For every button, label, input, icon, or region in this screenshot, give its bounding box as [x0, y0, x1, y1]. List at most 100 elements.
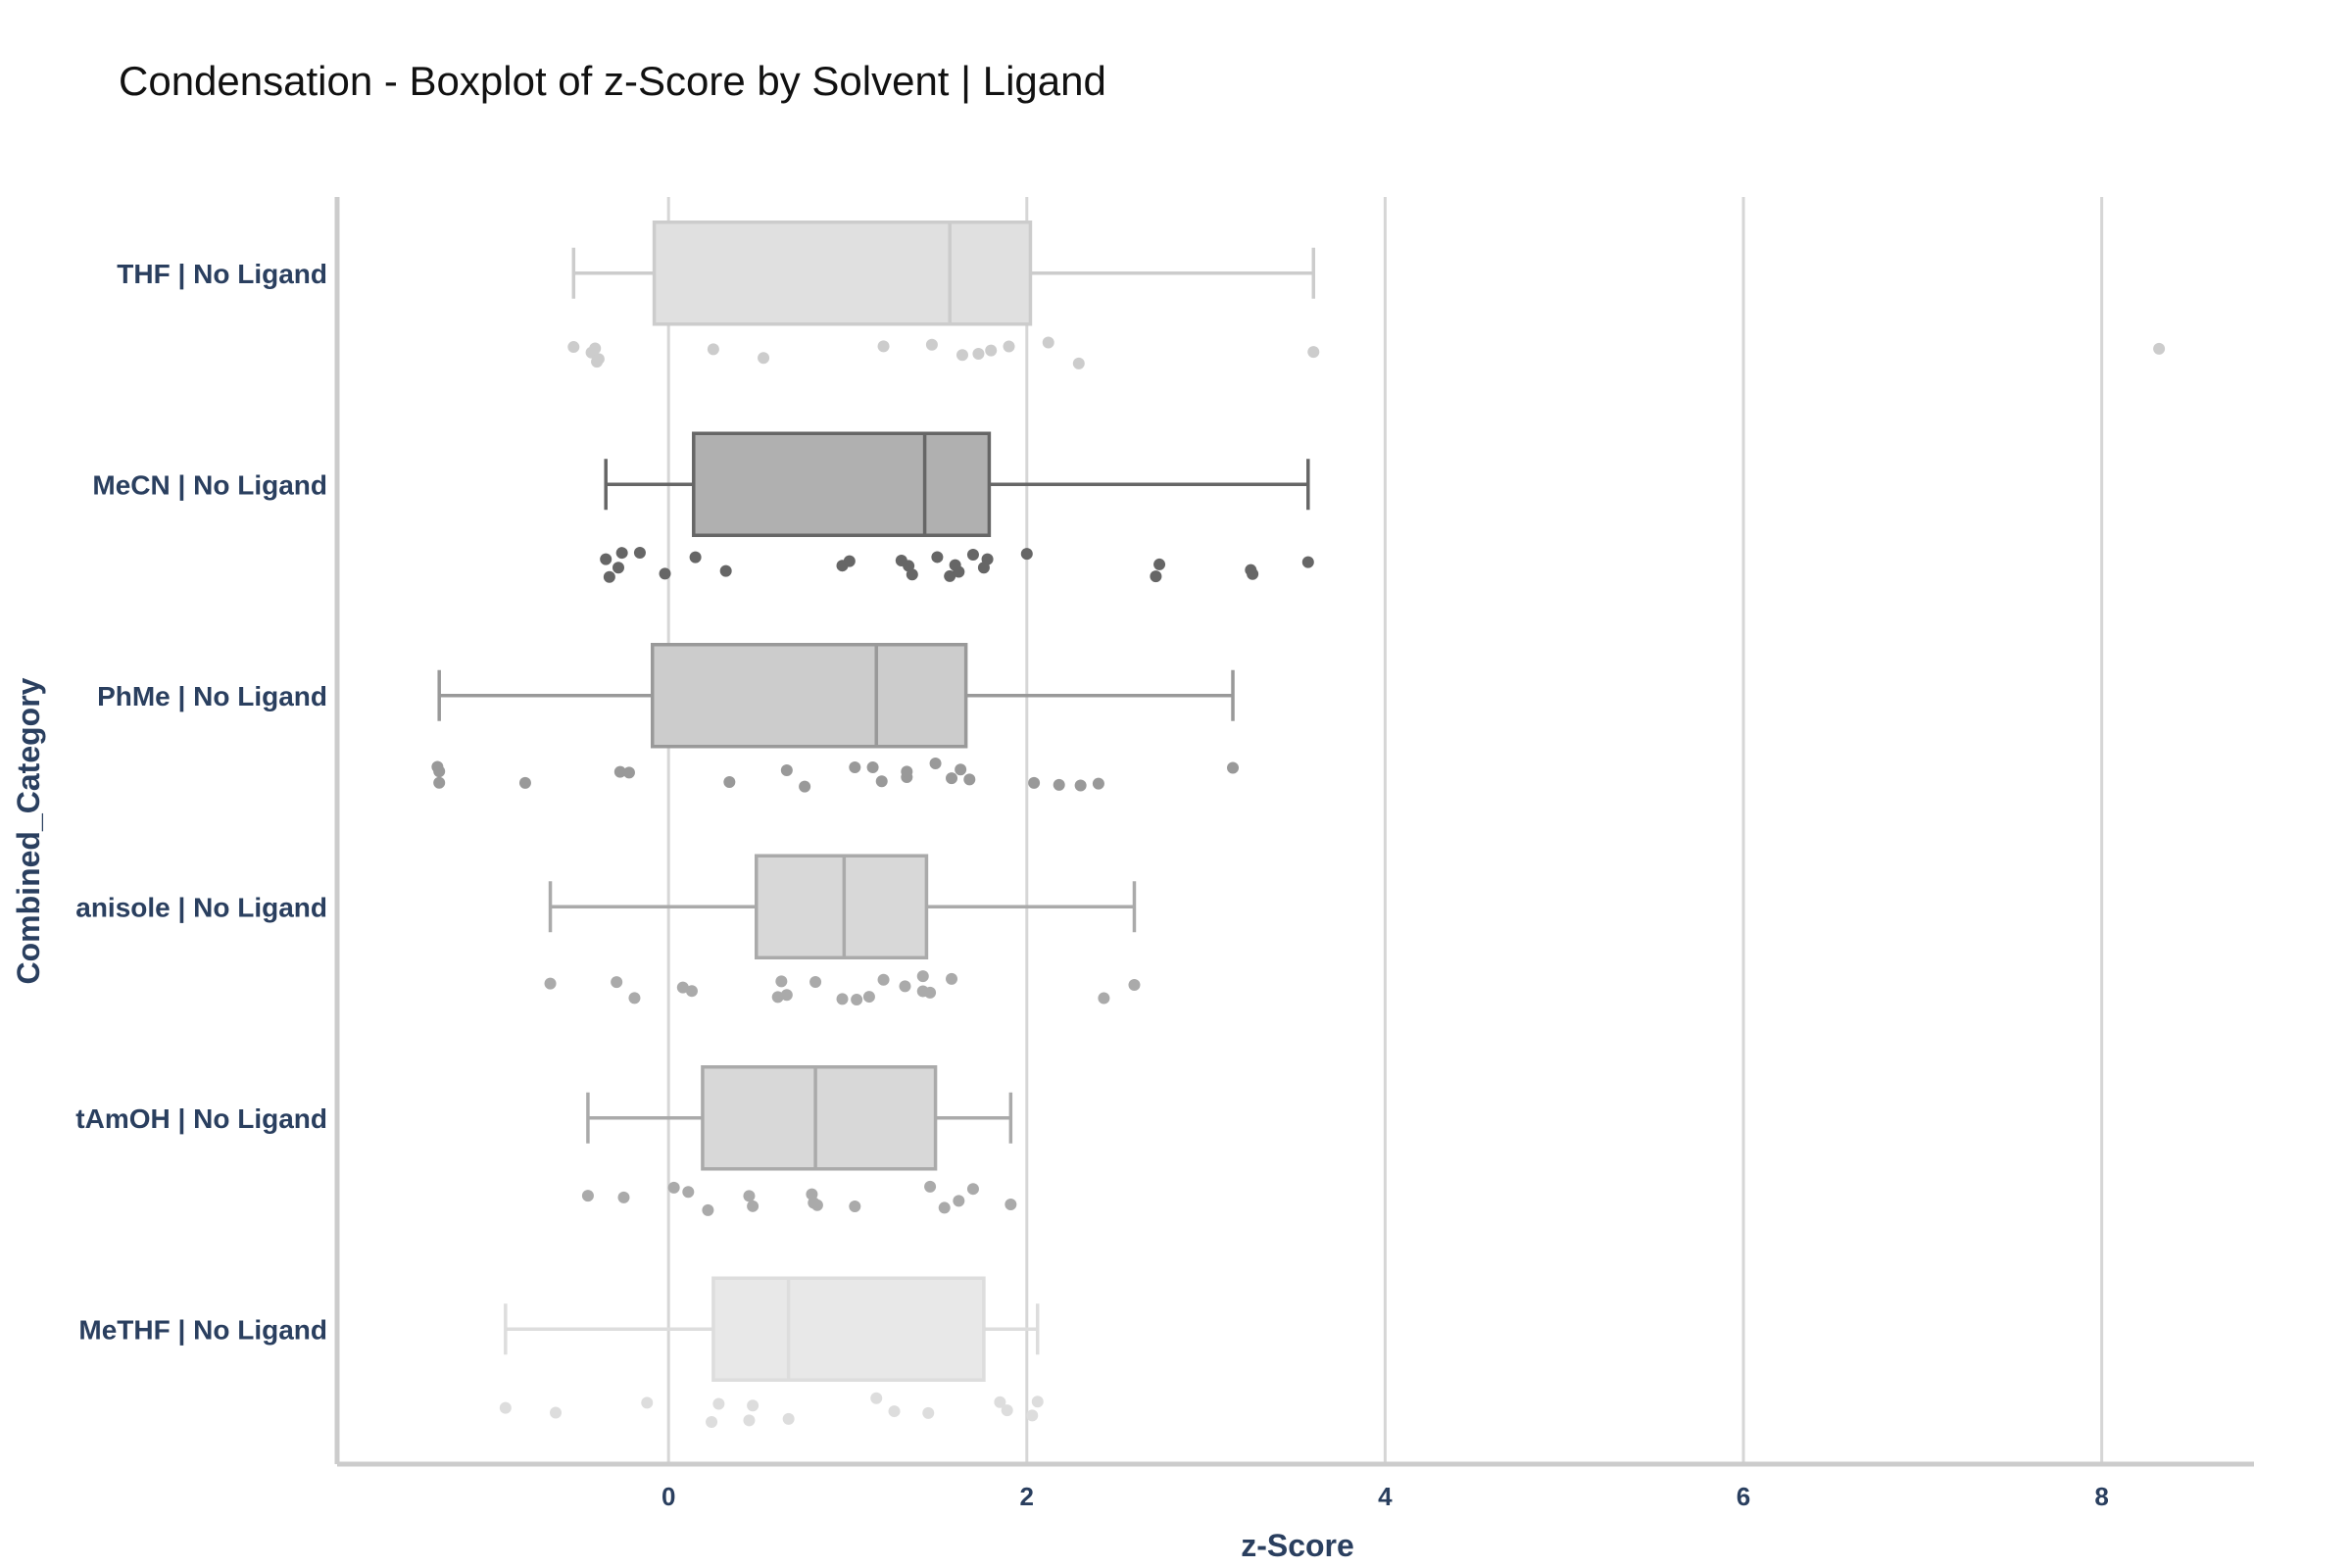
data-point-2-17: [963, 773, 976, 786]
data-point-4-4: [702, 1203, 714, 1216]
box-group-0: [567, 220, 2166, 369]
box-iqr-5: [711, 1276, 986, 1382]
data-point-1-21: [1150, 570, 1162, 583]
data-point-4-14: [966, 1183, 979, 1196]
data-point-0-11: [985, 344, 998, 357]
data-point-5-0: [499, 1401, 512, 1414]
y-category-label-5: MeTHF | No Ligand: [78, 1314, 327, 1345]
axes: [334, 197, 2254, 1467]
data-point-0-7: [877, 340, 890, 353]
data-point-0-15: [1307, 346, 1320, 359]
data-point-4-9: [810, 1199, 823, 1211]
data-point-3-3: [676, 981, 689, 994]
data-point-2-11: [875, 775, 888, 788]
box-group-5: [499, 1276, 1044, 1429]
data-point-4-1: [617, 1191, 630, 1203]
data-point-4-2: [667, 1181, 680, 1194]
data-point-2-13: [901, 765, 913, 778]
data-point-2-22: [1227, 761, 1240, 774]
data-point-3-17: [946, 972, 958, 985]
box-iqr-2: [650, 643, 968, 749]
data-point-1-0: [600, 553, 612, 565]
data-point-5-3: [706, 1416, 718, 1429]
data-point-1-2: [612, 562, 625, 574]
data-point-1-17: [966, 548, 979, 561]
data-point-5-7: [782, 1412, 795, 1425]
box-iqr-1: [692, 431, 992, 537]
data-point-1-7: [719, 564, 732, 577]
x-tick-label-1: 2: [1020, 1482, 1034, 1511]
data-point-1-25: [1301, 556, 1314, 568]
x-tick-label-4: 8: [2094, 1482, 2108, 1511]
data-point-1-13: [931, 551, 944, 564]
data-point-5-6: [747, 1399, 760, 1412]
data-point-3-13: [899, 980, 911, 993]
data-point-2-21: [1092, 777, 1104, 790]
data-point-0-4: [592, 353, 605, 366]
data-point-3-0: [544, 977, 557, 990]
data-point-1-19: [981, 553, 994, 565]
data-point-0-9: [956, 349, 968, 362]
data-point-0-0: [567, 341, 580, 354]
data-point-3-7: [780, 989, 793, 1002]
data-point-2-16: [955, 763, 967, 776]
data-point-2-7: [780, 763, 793, 776]
data-point-3-19: [1128, 979, 1141, 992]
data-point-2-5: [622, 766, 635, 779]
box-group-1: [600, 431, 1314, 583]
data-point-3-2: [628, 992, 641, 1004]
data-point-2-1: [431, 760, 444, 773]
data-point-1-22: [1153, 558, 1166, 570]
box-iqr-0: [652, 220, 1033, 326]
box-iqr-3: [755, 854, 929, 959]
data-point-5-2: [641, 1396, 654, 1409]
data-point-3-12: [877, 973, 890, 986]
data-point-1-20: [1020, 548, 1033, 561]
y-category-label-0: THF | No Ligand: [117, 259, 327, 289]
data-point-2-3: [518, 776, 531, 789]
data-point-3-6: [775, 975, 788, 988]
data-point-1-3: [615, 547, 628, 560]
data-point-2-6: [723, 776, 736, 789]
x-axis-title: z-Score: [1241, 1528, 1354, 1563]
data-point-4-15: [1004, 1199, 1017, 1211]
y-category-label-3: anisole | No Ligand: [75, 892, 327, 922]
data-point-5-8: [870, 1392, 883, 1404]
box-group-4: [581, 1065, 1017, 1216]
data-point-5-14: [1031, 1396, 1044, 1408]
data-point-3-18: [1098, 992, 1110, 1004]
data-point-2-2: [433, 776, 446, 789]
data-point-5-9: [888, 1405, 901, 1418]
data-point-5-12: [1001, 1404, 1013, 1417]
x-tick-label-3: 6: [1737, 1482, 1750, 1511]
data-point-3-9: [836, 993, 849, 1005]
data-point-2-14: [929, 758, 942, 770]
data-point-5-10: [922, 1406, 935, 1419]
data-point-4-0: [581, 1190, 594, 1202]
gridlines: [666, 197, 2104, 1464]
y-category-label-1: MeCN | No Ligand: [92, 469, 327, 500]
data-point-2-9: [849, 760, 861, 773]
data-point-1-5: [659, 567, 671, 580]
data-point-1-12: [906, 568, 918, 581]
data-point-0-3: [589, 342, 602, 355]
data-point-3-11: [862, 991, 875, 1004]
data-point-3-16: [924, 986, 937, 999]
data-point-1-9: [843, 555, 856, 567]
data-point-3-10: [851, 993, 863, 1005]
data-point-0-14: [1072, 357, 1085, 369]
data-point-2-20: [1074, 779, 1087, 792]
data-point-4-6: [747, 1200, 760, 1212]
y-axis-title: Combined_Category: [11, 677, 46, 984]
data-point-4-10: [849, 1200, 861, 1212]
y-category-label-2: PhMe | No Ligand: [97, 681, 327, 711]
data-point-5-5: [743, 1414, 756, 1427]
data-point-2-19: [1053, 778, 1065, 791]
data-point-2-4: [613, 765, 626, 778]
data-point-5-11: [994, 1396, 1006, 1408]
data-point-2-8: [799, 780, 811, 793]
data-point-1-4: [633, 546, 646, 559]
data-point-1-16: [953, 565, 965, 578]
data-point-3-14: [916, 970, 929, 983]
data-point-2-18: [1028, 776, 1041, 789]
